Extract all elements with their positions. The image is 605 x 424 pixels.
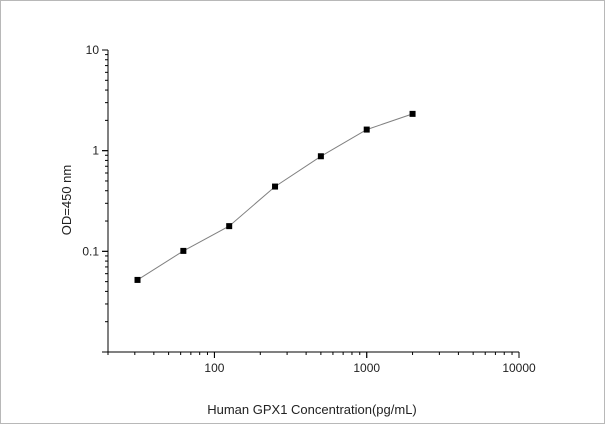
- data-series: [134, 110, 416, 283]
- data-point: [363, 126, 370, 133]
- axes: [107, 50, 519, 353]
- y-tick-label: 0.1: [82, 244, 99, 258]
- x-tick-label: 10000: [502, 361, 536, 375]
- y-axis-title: OD=450 nm: [59, 165, 74, 235]
- x-axis-ticks: 100 1000 10000: [107, 352, 536, 375]
- data-point: [272, 183, 279, 190]
- y-tick-label: 10: [86, 43, 100, 57]
- data-point: [317, 153, 324, 160]
- y-axis-ticks: 0.1 1 10: [82, 43, 108, 353]
- y-tick-label: 1: [92, 144, 99, 158]
- x-tick-label: 1000: [353, 361, 380, 375]
- x-tick-label: 100: [204, 361, 224, 375]
- x-axis-title: Human GPX1 Concentration(pg/mL): [207, 402, 417, 417]
- data-point: [226, 223, 233, 230]
- data-point: [134, 276, 141, 283]
- data-point: [409, 110, 416, 117]
- series-line: [137, 113, 413, 281]
- data-point: [180, 247, 187, 254]
